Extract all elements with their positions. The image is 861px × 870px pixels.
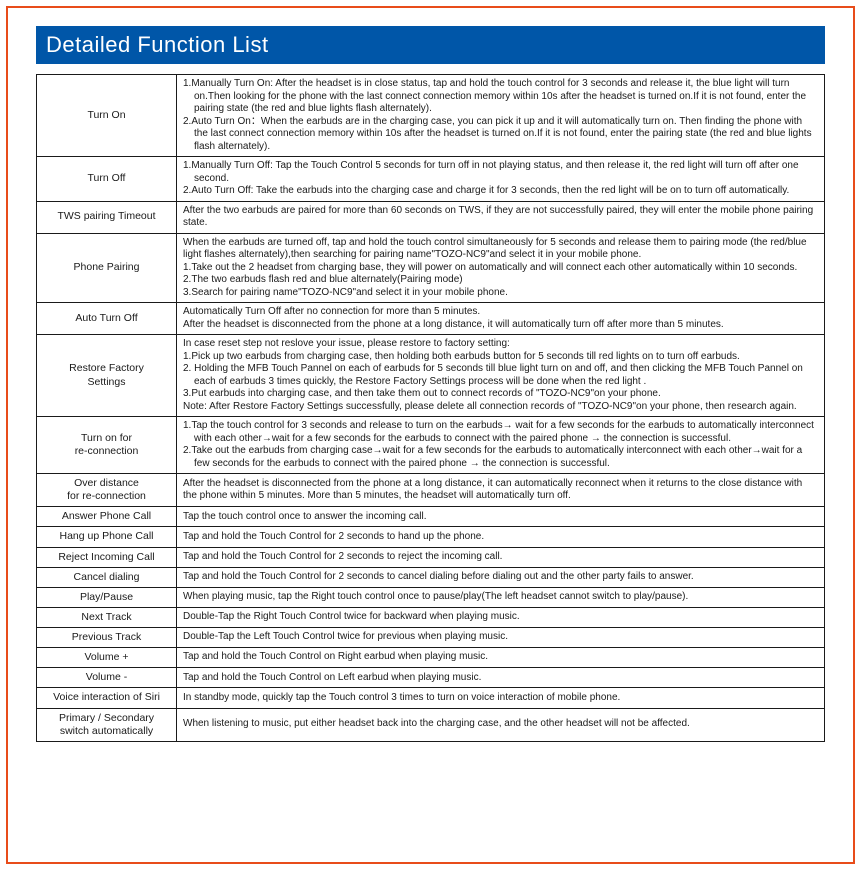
table-row: Turn on forre-connection1.Tap the touch … xyxy=(37,417,825,474)
function-description: After the two earbuds are paired for mor… xyxy=(177,201,825,233)
description-line: When listening to music, put either head… xyxy=(183,718,818,731)
description-line: 3.Put earbuds into charging case, and th… xyxy=(183,388,818,401)
description-line: After the headset is disconnected from t… xyxy=(183,478,818,503)
function-label: Phone Pairing xyxy=(37,233,177,303)
description-line: When the earbuds are turned off, tap and… xyxy=(183,237,818,262)
table-row: Reject Incoming Call Tap and hold the Tou… xyxy=(37,547,825,567)
function-label: Play/Pause xyxy=(37,587,177,607)
description-line: 1.Pick up two earbuds from charging case… xyxy=(183,351,818,364)
function-label: Hang up Phone Call xyxy=(37,527,177,547)
function-label: Over distancefor re-connection xyxy=(37,474,177,507)
description-line: 1.Take out the 2 headset from charging b… xyxy=(183,262,818,275)
description-line: 2.Take out the earbuds from charging cas… xyxy=(183,445,818,470)
description-line: Double-Tap the Left Touch Control twice … xyxy=(183,631,818,644)
function-label: Restore FactorySettings xyxy=(37,335,177,417)
table-row: Cancel dialing Tap and hold the Touch Con… xyxy=(37,567,825,587)
function-label: Reject Incoming Call xyxy=(37,547,177,567)
function-label: Volume + xyxy=(37,648,177,668)
table-row: TWS pairing TimeoutAfter the two earbuds… xyxy=(37,201,825,233)
table-row: Phone PairingWhen the earbuds are turned… xyxy=(37,233,825,303)
description-line: Tap the touch control once to answer the… xyxy=(183,511,818,524)
page-title: Detailed Function List xyxy=(36,26,825,64)
function-label: Next Track xyxy=(37,607,177,627)
description-line: In case reset step not reslove your issu… xyxy=(183,338,818,351)
function-description: 1.Manually Turn Off: Tap the Touch Contr… xyxy=(177,157,825,202)
table-row: Primary / Secondaryswitch automatically W… xyxy=(37,708,825,741)
function-description: When the earbuds are turned off, tap and… xyxy=(177,233,825,303)
function-label: TWS pairing Timeout xyxy=(37,201,177,233)
function-description: Double-Tap the Right Touch Control twice… xyxy=(177,607,825,627)
function-description: After the headset is disconnected from t… xyxy=(177,474,825,507)
description-line: Automatically Turn Off after no connecti… xyxy=(183,306,818,319)
description-line: 3.Search for pairing name"TOZO-NC9"and s… xyxy=(183,287,818,300)
description-line: 1.Tap the touch control for 3 seconds an… xyxy=(183,420,818,445)
description-line: In standby mode, quickly tap the Touch c… xyxy=(183,692,818,705)
table-row: Restore FactorySettings In case reset ste… xyxy=(37,335,825,417)
description-line: Note: After Restore Factory Settings suc… xyxy=(183,401,818,414)
function-description: Tap the touch control once to answer the… xyxy=(177,507,825,527)
table-row: Volume + Tap and hold the Touch Control o… xyxy=(37,648,825,668)
function-label: Turn on forre-connection xyxy=(37,417,177,474)
description-line: Tap and hold the Touch Control on Right … xyxy=(183,651,818,664)
description-line: 1.Manually Turn Off: Tap the Touch Contr… xyxy=(183,160,818,185)
function-description: Tap and hold the Touch Control for 2 sec… xyxy=(177,547,825,567)
function-description: Tap and hold the Touch Control on Right … xyxy=(177,648,825,668)
function-description: Tap and hold the Touch Control for 2 sec… xyxy=(177,567,825,587)
function-description: Tap and hold the Touch Control for 2 sec… xyxy=(177,527,825,547)
function-description: 1.Tap the touch control for 3 seconds an… xyxy=(177,417,825,474)
function-description: When playing music, tap the Right touch … xyxy=(177,587,825,607)
description-line: Tap and hold the Touch Control for 2 sec… xyxy=(183,551,818,564)
document-frame: Detailed Function List Turn On1.Manually… xyxy=(6,6,855,864)
function-label: Answer Phone Call xyxy=(37,507,177,527)
description-line: 2. Holding the MFB Touch Pannel on each … xyxy=(183,363,818,388)
function-label: Voice interaction of Siri xyxy=(37,688,177,708)
function-description: In standby mode, quickly tap the Touch c… xyxy=(177,688,825,708)
table-row: Previous Track Double-Tap the Left Touch … xyxy=(37,628,825,648)
function-description: Double-Tap the Left Touch Control twice … xyxy=(177,628,825,648)
function-table: Turn On1.Manually Turn On: After the hea… xyxy=(36,74,825,742)
description-line: Tap and hold the Touch Control for 2 sec… xyxy=(183,531,818,544)
function-label: Previous Track xyxy=(37,628,177,648)
function-description: When listening to music, put either head… xyxy=(177,708,825,741)
description-line: 2.Auto Turn Off: Take the earbuds into t… xyxy=(183,185,818,198)
table-row: Voice interaction of Siri In standby mode… xyxy=(37,688,825,708)
description-line: 2.The two earbuds flash red and blue alt… xyxy=(183,274,818,287)
description-line: Double-Tap the Right Touch Control twice… xyxy=(183,611,818,624)
description-line: When playing music, tap the Right touch … xyxy=(183,591,818,604)
table-row: Play/Pause When playing music, tap the Ri… xyxy=(37,587,825,607)
table-row: Auto Turn Off Automatically Turn Off afte… xyxy=(37,303,825,335)
table-row: Turn On1.Manually Turn On: After the hea… xyxy=(37,75,825,157)
function-label: Turn Off xyxy=(37,157,177,202)
table-row: Volume - Tap and hold the Touch Control o… xyxy=(37,668,825,688)
table-row: Answer Phone Call Tap the touch control o… xyxy=(37,507,825,527)
function-label: Primary / Secondaryswitch automatically xyxy=(37,708,177,741)
description-line: Tap and hold the Touch Control for 2 sec… xyxy=(183,571,818,584)
description-line: After the headset is disconnected from t… xyxy=(183,319,818,332)
function-description: Automatically Turn Off after no connecti… xyxy=(177,303,825,335)
table-row: Turn Off1.Manually Turn Off: Tap the Tou… xyxy=(37,157,825,202)
description-line: 2.Auto Turn On：When the earbuds are in t… xyxy=(183,116,818,154)
table-row: Over distancefor re-connectionAfter the … xyxy=(37,474,825,507)
function-label: Volume - xyxy=(37,668,177,688)
function-label: Turn On xyxy=(37,75,177,157)
description-line: Tap and hold the Touch Control on Left e… xyxy=(183,672,818,685)
table-row: Hang up Phone Call Tap and hold the Touch… xyxy=(37,527,825,547)
function-label: Auto Turn Off xyxy=(37,303,177,335)
description-line: 1.Manually Turn On: After the headset is… xyxy=(183,78,818,116)
function-description: In case reset step not reslove your issu… xyxy=(177,335,825,417)
function-description: 1.Manually Turn On: After the headset is… xyxy=(177,75,825,157)
function-label: Cancel dialing xyxy=(37,567,177,587)
description-line: After the two earbuds are paired for mor… xyxy=(183,205,818,230)
function-description: Tap and hold the Touch Control on Left e… xyxy=(177,668,825,688)
table-row: Next Track Double-Tap the Right Touch Con… xyxy=(37,607,825,627)
